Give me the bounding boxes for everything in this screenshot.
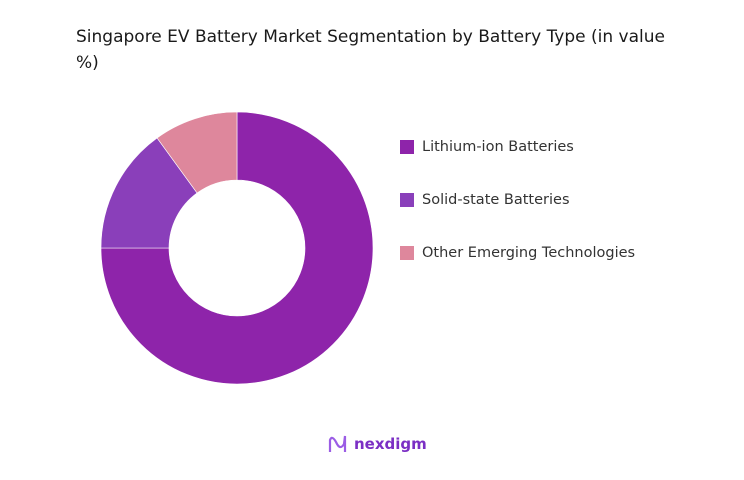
logo-text: nexdigm [354, 435, 427, 453]
legend-item: Solid-state Batteries [400, 187, 635, 213]
legend-label: Solid-state Batteries [422, 192, 570, 208]
legend-swatch [400, 193, 414, 207]
legend-swatch [400, 140, 414, 154]
nexdigm-logo: nexdigm [328, 434, 427, 454]
donut-slice-lithium-ion-batteries [100, 111, 374, 385]
legend-swatch [400, 246, 414, 260]
legend-item: Lithium-ion Batteries [400, 134, 635, 160]
chart-title: Singapore EV Battery Market Segmentation… [76, 27, 665, 73]
logo-wave-icon [328, 435, 347, 452]
legend-label: Other Emerging Technologies [422, 245, 636, 261]
legend-item: Other Emerging Technologies [400, 240, 635, 266]
donut-slice-other-emerging-technologies [156, 111, 238, 194]
legend: Lithium-ion Batteries Solid-state Batter… [400, 134, 635, 293]
legend-label: Lithium-ion Batteries [422, 139, 574, 155]
